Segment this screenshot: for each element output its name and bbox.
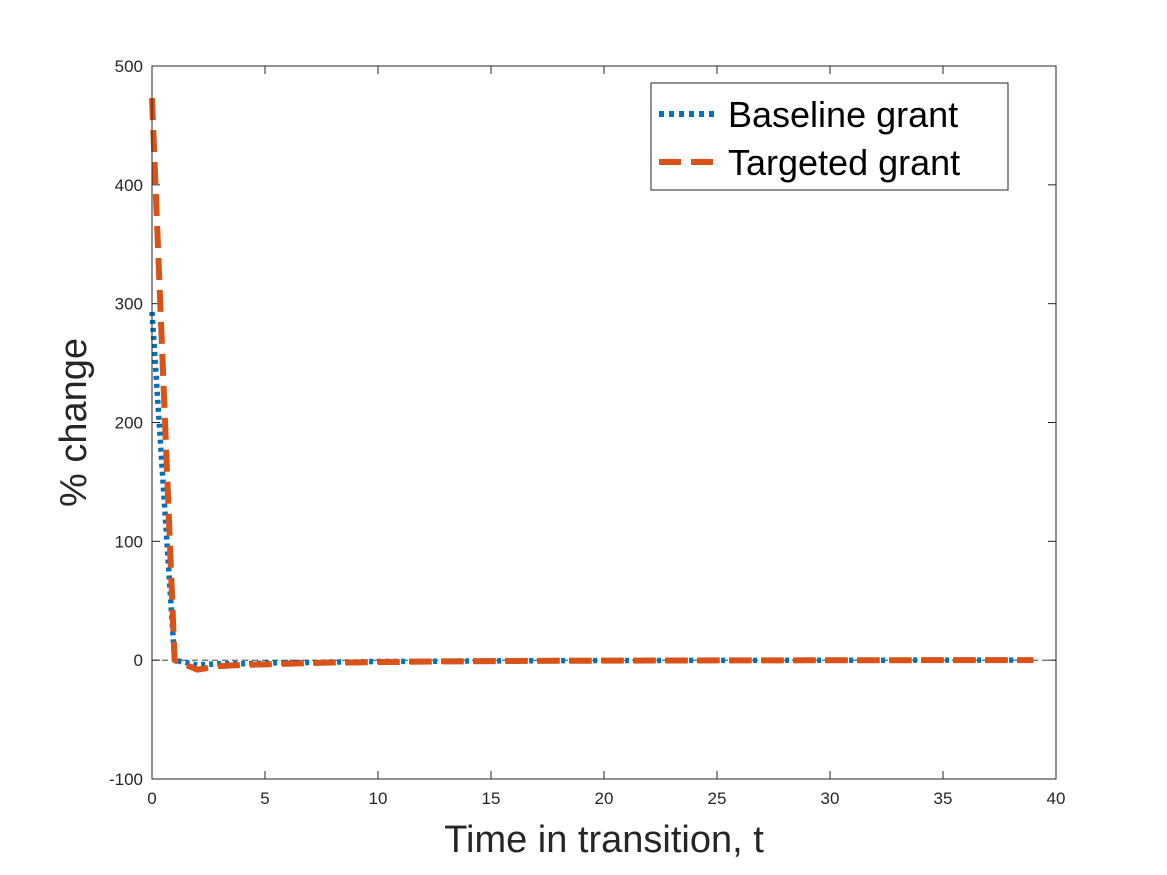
y-tick-label: 500: [115, 57, 143, 76]
axes-box: [151, 65, 1057, 780]
x-tick-label: 40: [1047, 789, 1066, 808]
x-axis-title: Time in transition, t: [444, 819, 764, 861]
x-tick-label: 10: [369, 789, 388, 808]
series-line-targeted-grant: [149, 97, 1034, 673]
y-tick-label: 0: [134, 651, 143, 670]
y-tick-label: 300: [115, 295, 143, 314]
x-tick-label: 0: [147, 789, 156, 808]
y-tick-label: 200: [115, 414, 143, 433]
legend-box: [650, 82, 1009, 191]
x-tick-label: 25: [708, 789, 727, 808]
y-axis-title: % change: [53, 338, 95, 507]
legend: Baseline grant Targeted grant: [650, 82, 1009, 191]
x-tick-label: 15: [482, 789, 501, 808]
x-tick-label: 30: [821, 789, 840, 808]
x-tick-label: 35: [934, 789, 953, 808]
legend-label-targeted-grant: Targeted grant: [728, 142, 960, 183]
y-tick-label: -100: [109, 770, 143, 789]
x-tick-label: 5: [260, 789, 269, 808]
series-lines: [149, 97, 1034, 673]
x-tick-label: 20: [595, 789, 614, 808]
y-tick-label: 400: [115, 176, 143, 195]
legend-label-baseline-grant: Baseline grant: [728, 94, 958, 135]
y-tick-label: 100: [115, 532, 143, 551]
